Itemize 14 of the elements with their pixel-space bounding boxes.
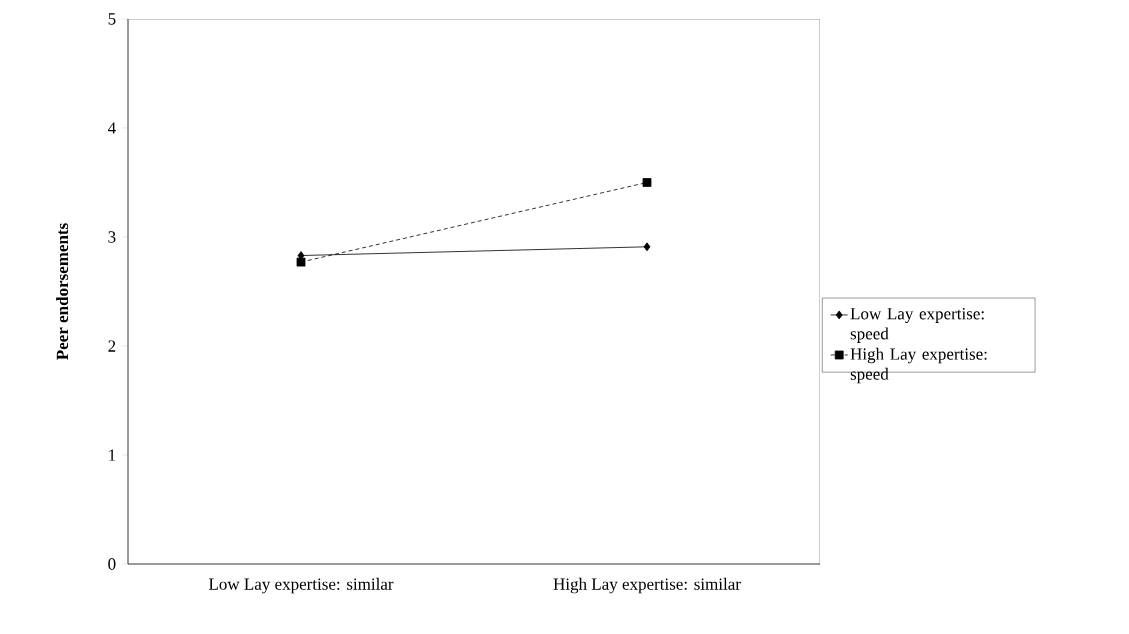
- x-tick-label: Low Lay expertise: similar: [208, 577, 394, 594]
- point: [296, 257, 306, 267]
- y-axis-title: Peer endorsements: [56, 223, 69, 360]
- y-tick-label: 5: [108, 13, 116, 25]
- legend-label: Low Lay expertise: speed: [850, 308, 984, 343]
- y-tick-label: 1: [109, 449, 116, 461]
- y-tick-label: 0: [108, 558, 116, 570]
- y-tick-label: 3: [108, 231, 116, 243]
- point: [643, 242, 651, 252]
- legend-label: High Lay expertise: speed: [850, 347, 987, 384]
- y-tick-label: 2: [108, 340, 116, 352]
- point: [642, 178, 652, 187]
- x-tick-label: High Lay expertise: similar: [553, 577, 741, 594]
- y-tick-label: 4: [107, 122, 116, 134]
